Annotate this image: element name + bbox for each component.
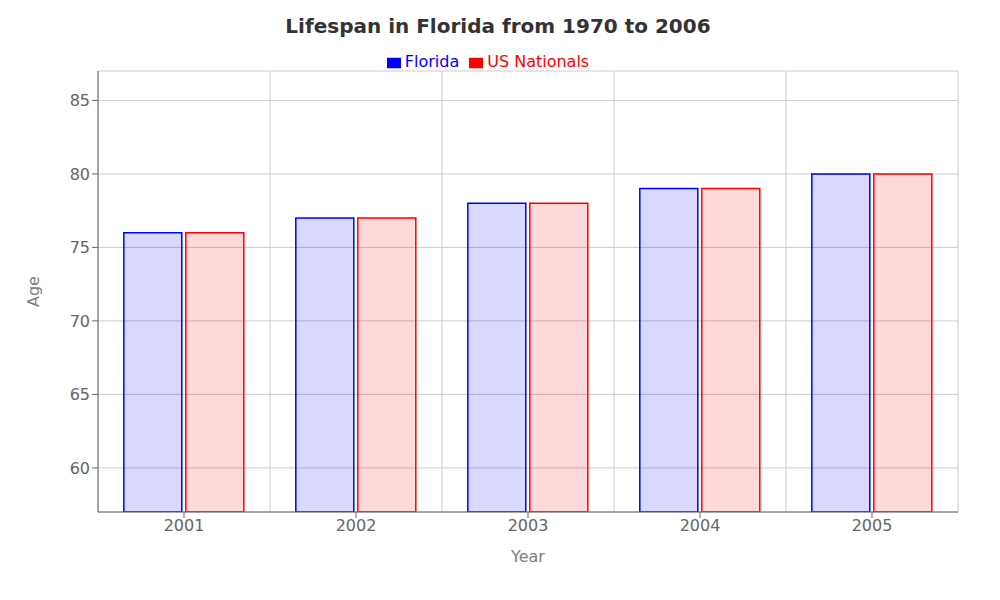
html-text:US Nationals: US Nationals — [487, 52, 590, 71]
svg-text:80: 80 — [70, 165, 90, 184]
svg-text:2003: 2003 — [508, 516, 549, 535]
svg-text:2005: 2005 — [852, 516, 893, 535]
svg-text:Year: Year — [510, 547, 545, 566]
svg-text:85: 85 — [70, 91, 90, 110]
svg-text:70: 70 — [70, 312, 90, 331]
svg-text:2002: 2002 — [336, 516, 377, 535]
svg-text:75: 75 — [70, 238, 90, 257]
svg-text:60: 60 — [70, 459, 90, 478]
svg-text:2004: 2004 — [680, 516, 721, 535]
svg-text:Age: Age — [24, 276, 43, 307]
html-text:Lifespan in Florida from 1970: Lifespan in Florida from 1970 to 2006 — [285, 14, 711, 38]
svg-text:65: 65 — [70, 385, 90, 404]
svg-text:2001: 2001 — [164, 516, 205, 535]
html-text:Florida: Florida — [404, 52, 460, 71]
